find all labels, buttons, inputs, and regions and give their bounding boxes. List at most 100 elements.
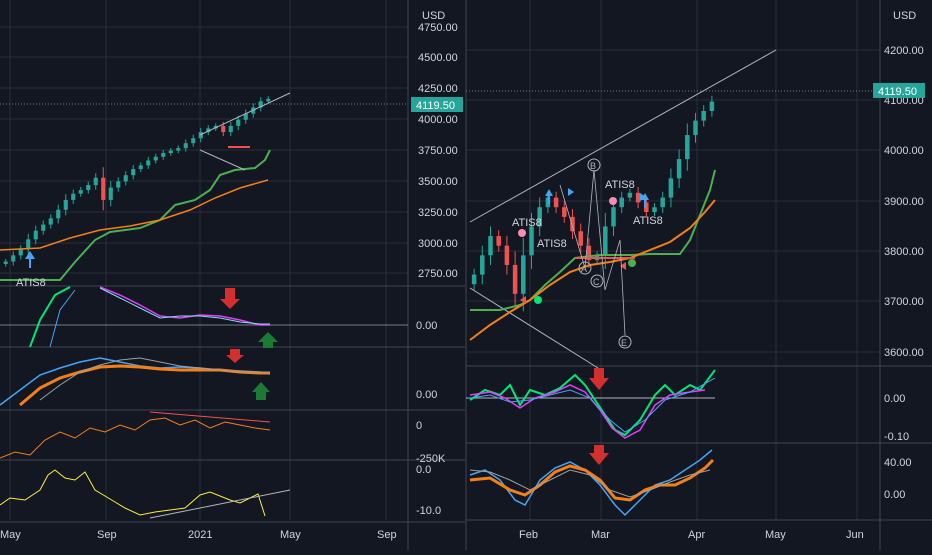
- right-price-tag: 4119.50: [873, 83, 925, 98]
- candle-body: [78, 190, 83, 194]
- right-time-label: May: [765, 529, 786, 541]
- candle-body: [48, 218, 53, 225]
- candle-body: [660, 197, 665, 208]
- right-upper-trendline: [469, 49, 777, 223]
- right-blue-arrow-1: [545, 189, 553, 204]
- right-axis-tick: 3700.00: [884, 296, 924, 308]
- right-green-dot-2: [628, 259, 636, 267]
- candle-body: [266, 98, 271, 102]
- left-axis-tick: 4500.00: [418, 52, 458, 64]
- candle-body: [652, 207, 657, 213]
- left-red-arrow-1: [220, 288, 240, 309]
- wave-a: A: [578, 261, 592, 275]
- candle-body: [537, 207, 542, 227]
- right-currency-label: USD: [893, 10, 916, 22]
- candle-body: [101, 177, 106, 200]
- right-blue-arrow-2: [641, 193, 649, 208]
- left-osc1: [0, 286, 408, 348]
- right-panel: ATIS8 ATIS8 ATIS8 ATIS8 B A C E: [465, 0, 932, 550]
- candle-body: [488, 236, 493, 256]
- candle-body: [496, 236, 501, 246]
- left-grid: [0, 0, 408, 520]
- candle-body: [206, 128, 211, 133]
- right-atis8-label: ATIS8: [512, 217, 542, 229]
- candle-body: [183, 143, 188, 149]
- left-osc3-tick: -250K: [416, 453, 446, 465]
- candle-body: [693, 120, 698, 136]
- candle-body: [56, 209, 61, 219]
- left-green-arrow-1: [258, 332, 278, 348]
- left-axis-tick: 4000.00: [418, 114, 458, 126]
- right-axis-tick: 3900.00: [884, 196, 924, 208]
- candle-body: [138, 165, 143, 170]
- left-osc2: [0, 357, 271, 407]
- left-trendline-lower: [199, 149, 246, 171]
- candle-body: [603, 226, 608, 256]
- left-time-label: Sep: [377, 529, 397, 541]
- left-orange-ma: [0, 179, 269, 251]
- right-orange-ma: [469, 199, 716, 341]
- candle-body: [586, 245, 592, 261]
- left-blue-arrow: [25, 251, 35, 268]
- candle-body: [578, 231, 583, 246]
- candle-body: [243, 113, 248, 120]
- candle-body: [570, 216, 575, 232]
- candle-body: [627, 192, 633, 198]
- candle-body: [131, 169, 136, 176]
- left-axis-tick: 4250.00: [418, 83, 458, 95]
- left-price-tag-text: 4119.50: [416, 100, 455, 112]
- candle-body: [685, 135, 690, 160]
- candle-body: [512, 264, 518, 294]
- right-red-arrow-2: [589, 445, 609, 465]
- candle-body: [161, 153, 166, 157]
- right-atis8-label: ATIS8: [605, 179, 635, 191]
- left-osc1-tick: 0.00: [416, 320, 437, 332]
- wave-a-label: A: [581, 264, 587, 274]
- left-green-ma: [0, 149, 271, 281]
- right-price-tag-text: 4119.50: [878, 86, 917, 98]
- wave-path: [559, 169, 626, 336]
- wave-e: E: [618, 335, 632, 349]
- left-osc4-tick: 0.0: [416, 464, 431, 476]
- left-axis-tick: 4750.00: [418, 22, 458, 34]
- candle-body: [709, 101, 715, 111]
- left-osc2-tick: 0.00: [416, 389, 437, 401]
- candle-body: [86, 185, 91, 191]
- candle-body: [11, 255, 16, 262]
- candle-body: [676, 159, 682, 179]
- candle-body: [123, 175, 128, 182]
- right-green-dot: [534, 296, 542, 304]
- candle-body: [521, 255, 526, 294]
- candle-body: [545, 197, 551, 208]
- wave-c-label: C: [593, 277, 600, 287]
- candle-body: [701, 110, 706, 121]
- left-axis-tick: 3750.00: [418, 145, 458, 157]
- candle-body: [26, 239, 31, 250]
- right-atis8-label: ATIS8: [537, 238, 567, 250]
- candle-body: [63, 199, 68, 210]
- wave-b-label: B: [590, 161, 596, 171]
- candle-body: [504, 245, 510, 265]
- left-trendline: [199, 92, 291, 136]
- candle-body: [18, 249, 23, 256]
- right-time-label: Apr: [688, 529, 705, 541]
- right-blue-marker-2: [568, 188, 574, 196]
- candle-body: [41, 224, 46, 231]
- right-axis-tick: 3600.00: [884, 347, 924, 359]
- left-osc4-tick: -10.0: [416, 505, 441, 517]
- candle-body: [258, 101, 263, 108]
- wave-e-label: E: [621, 338, 627, 348]
- candle-body: [611, 207, 616, 227]
- right-time-label: Jun: [846, 529, 864, 541]
- right-osc2-tick: 40.00: [884, 457, 912, 469]
- right-pink-dot: [518, 229, 526, 237]
- right-axis-tick: 4000.00: [884, 145, 924, 157]
- left-axis-tick: 3000.00: [418, 238, 458, 250]
- candle-body: [168, 150, 173, 154]
- left-pane-separators: [0, 0, 465, 550]
- right-time-label: Mar: [591, 529, 610, 541]
- right-red-marker-2: [620, 262, 626, 270]
- left-osc4: [0, 469, 291, 519]
